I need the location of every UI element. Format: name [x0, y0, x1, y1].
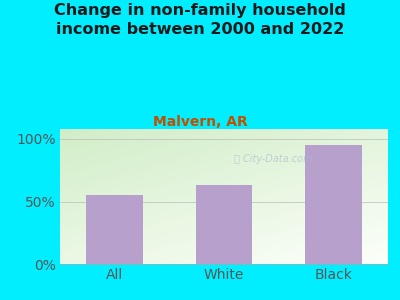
Text: Ⓜ City-Data.com: Ⓜ City-Data.com — [234, 154, 312, 164]
Bar — [86, 195, 143, 264]
Text: Change in non-family household
income between 2000 and 2022: Change in non-family household income be… — [54, 3, 346, 37]
Text: Malvern, AR: Malvern, AR — [153, 116, 247, 130]
Bar — [196, 185, 252, 264]
Bar — [305, 145, 362, 264]
